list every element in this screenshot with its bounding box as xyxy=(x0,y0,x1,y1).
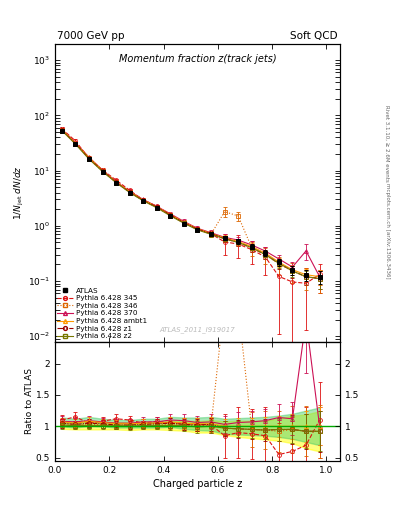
Text: mcplots.cern.ch [arXiv:1306.3436]: mcplots.cern.ch [arXiv:1306.3436] xyxy=(385,183,389,278)
Y-axis label: $1/N_{\rm jet}\ dN/dz$: $1/N_{\rm jet}\ dN/dz$ xyxy=(13,165,26,220)
Text: ATLAS_2011_I919017: ATLAS_2011_I919017 xyxy=(160,326,235,333)
Legend: ATLAS, Pythia 6.428 345, Pythia 6.428 346, Pythia 6.428 370, Pythia 6.428 ambt1,: ATLAS, Pythia 6.428 345, Pythia 6.428 34… xyxy=(57,287,148,340)
Text: Soft QCD: Soft QCD xyxy=(290,31,338,41)
X-axis label: Charged particle z: Charged particle z xyxy=(153,479,242,489)
Text: Rivet 3.1.10, ≥ 2.6M events: Rivet 3.1.10, ≥ 2.6M events xyxy=(385,105,389,182)
Text: 7000 GeV pp: 7000 GeV pp xyxy=(57,31,125,41)
Y-axis label: Ratio to ATLAS: Ratio to ATLAS xyxy=(26,368,35,434)
Text: Momentum fraction z(track jets): Momentum fraction z(track jets) xyxy=(119,54,276,64)
